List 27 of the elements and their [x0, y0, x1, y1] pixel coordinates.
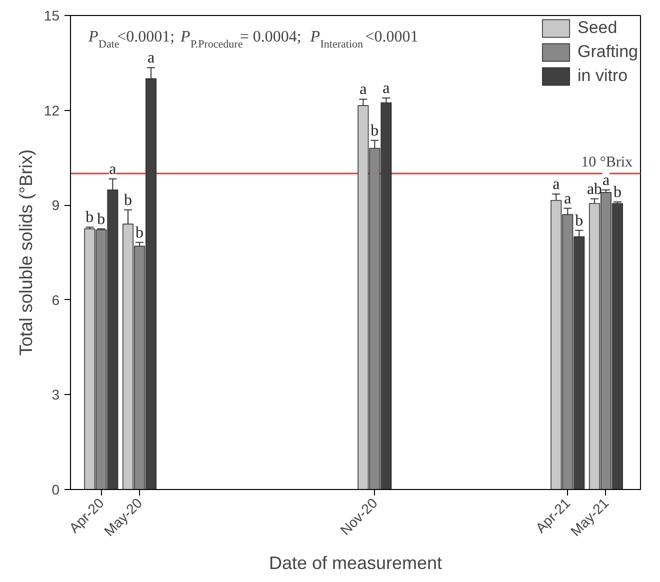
y-tick-label: 0 — [52, 482, 60, 498]
ref-line-label: 10 °Brix — [581, 154, 633, 170]
data-label: a — [382, 80, 390, 97]
data-label: b — [86, 209, 94, 226]
data-label: b — [136, 224, 144, 242]
data-label: a — [147, 50, 155, 67]
data-label: b — [124, 192, 132, 209]
data-label: a — [564, 190, 572, 208]
data-label: b — [575, 212, 584, 230]
legend-label: Grafting — [578, 42, 638, 62]
y-tick-label: 12 — [44, 102, 60, 118]
legend-label: in vitro — [578, 66, 628, 86]
legend-label: Seed — [578, 18, 618, 38]
data-label: a — [360, 81, 367, 98]
y-tick-label: 3 — [52, 386, 60, 403]
data-label: ab — [586, 180, 602, 198]
y-tick-label: 6 — [52, 292, 60, 308]
x-axis-title: Date of measurement — [268, 552, 442, 573]
data-label: b — [97, 210, 106, 228]
data-label: b — [613, 184, 622, 201]
y-tick-label: 9 — [52, 197, 60, 214]
data-label: b — [370, 122, 379, 140]
data-label: a — [602, 172, 610, 189]
data-label: a — [552, 176, 560, 194]
data-label: a — [109, 160, 116, 178]
y-axis-title: Total soluble solids (°Brix) — [16, 149, 36, 356]
y-tick-label: 15 — [44, 8, 60, 24]
